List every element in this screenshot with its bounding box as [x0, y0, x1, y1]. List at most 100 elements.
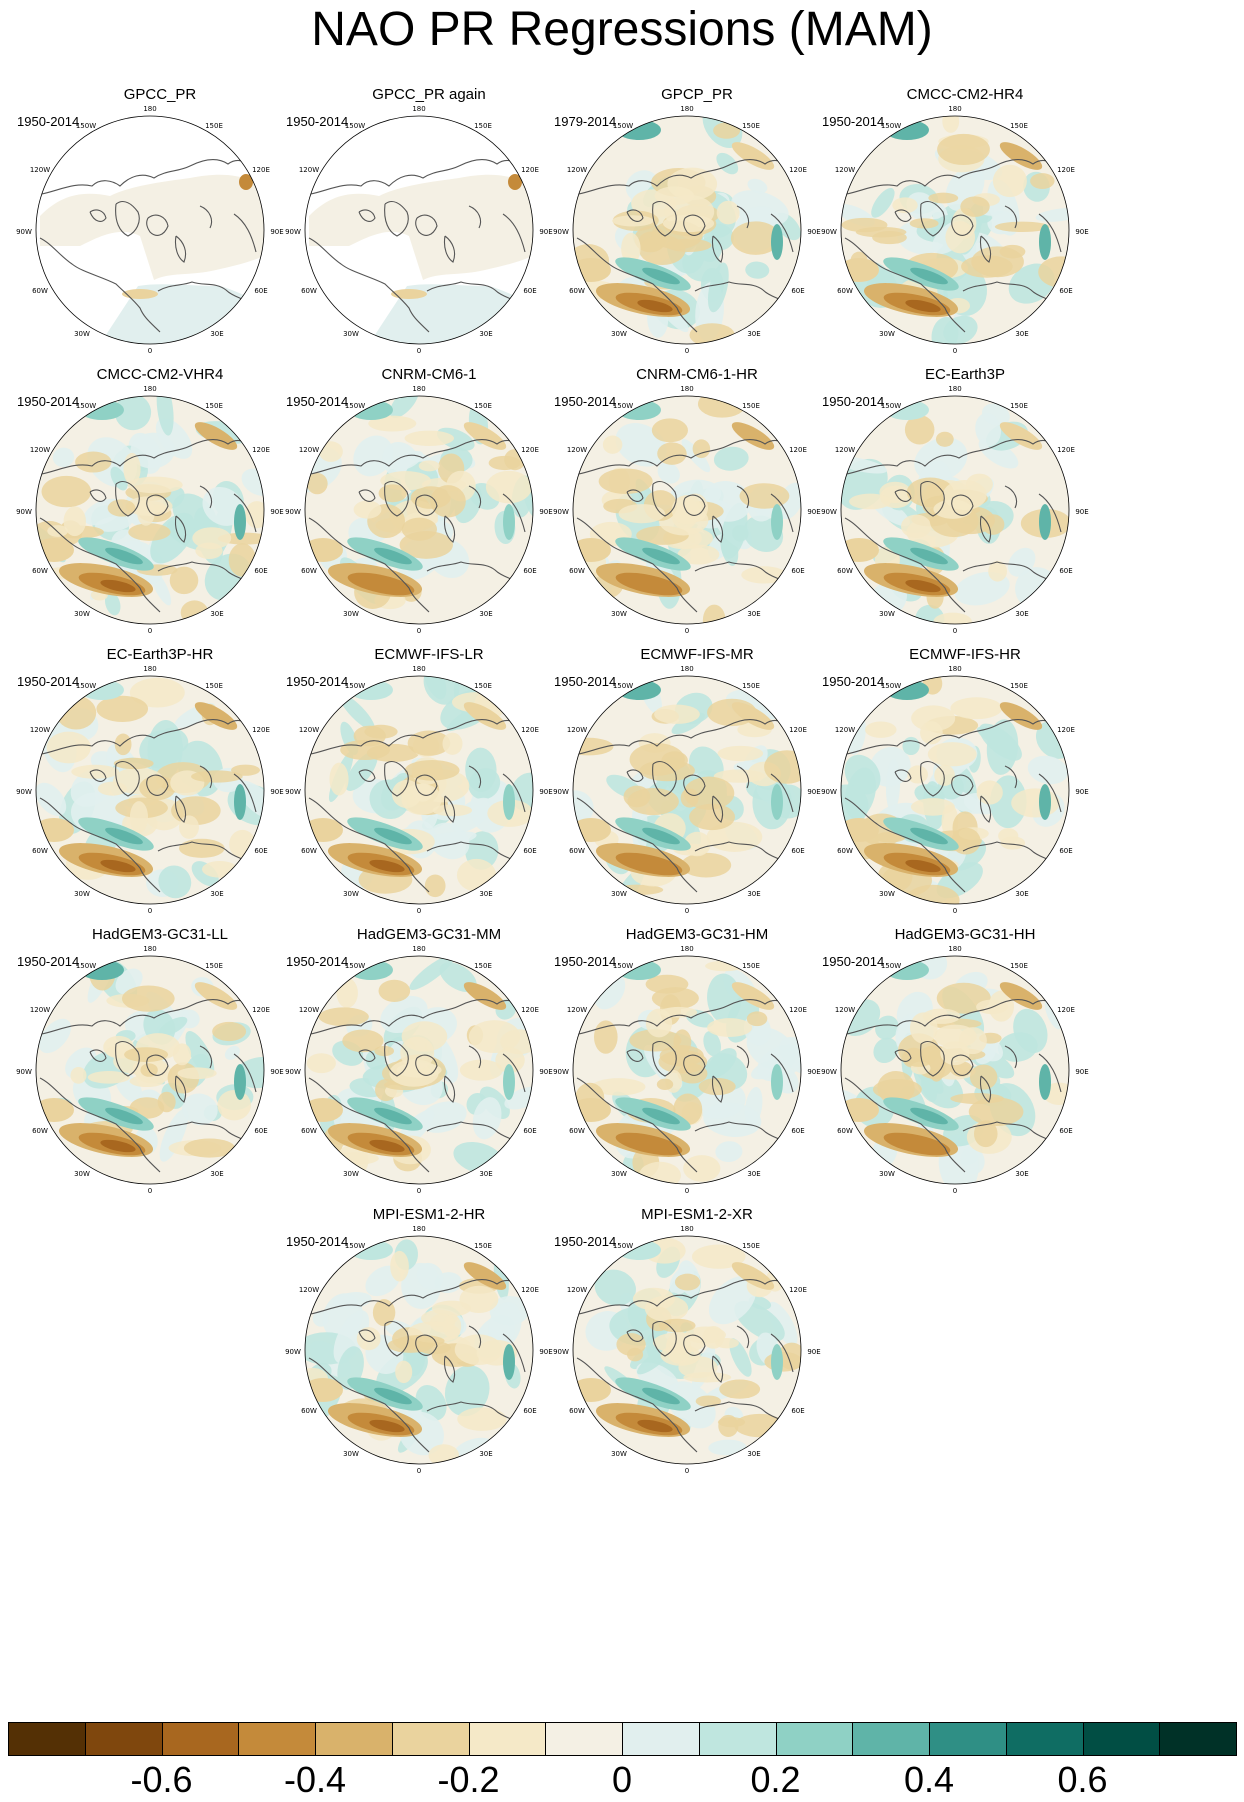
coastline: [146, 1054, 169, 1076]
longitude-label: 150W: [613, 682, 633, 690]
coastline: [39, 517, 161, 613]
coastline: [979, 1075, 992, 1103]
longitude-label: 30W: [611, 610, 627, 618]
anomaly-patch: [906, 477, 954, 508]
anomaly-patch: [378, 979, 411, 1002]
longitude-label: 120E: [1057, 446, 1075, 454]
longitude-label: 150W: [881, 682, 901, 690]
map-border: [35, 115, 265, 345]
colorbar-box: [1159, 1722, 1237, 1756]
negative-anomaly: [615, 1132, 683, 1156]
anomaly-patch: [651, 418, 688, 443]
coastline: [358, 489, 376, 502]
longitude-label: 60E: [791, 287, 804, 295]
longitude-label: 30E: [210, 610, 223, 618]
anomaly-patch: [678, 1356, 718, 1379]
longitude-label: 180: [143, 665, 156, 673]
polar-map: 180 150W 150E 120W 120E 90W 90E 60W 60E 30W 30E 0: [821, 665, 1089, 915]
longitude-label: 120E: [789, 1006, 807, 1014]
longitude-label: 0: [148, 907, 152, 915]
positive-anomaly: [105, 547, 143, 565]
anomaly-patch: [933, 612, 972, 624]
coastline: [41, 158, 253, 195]
anomaly-patch: [368, 415, 417, 432]
colorbar-tick-label: -0.6: [130, 1759, 193, 1800]
coastline: [962, 281, 1062, 309]
anomaly-patch: [873, 1037, 899, 1064]
land-field: [309, 174, 533, 280]
positive-anomaly: [234, 784, 246, 820]
positive-anomaly: [503, 1344, 515, 1380]
coastline: [1038, 1053, 1062, 1093]
longitude-label: 90W: [16, 228, 32, 236]
anomaly-patch: [1011, 788, 1060, 818]
longitude-label: 60E: [523, 287, 536, 295]
coastline: [468, 485, 482, 509]
positive-anomaly: [105, 827, 143, 845]
map-panel: ECMWF-IFS-MR 180 150W 150E 120W 120E 90W 90E 60W…: [547, 646, 847, 966]
anomaly-patch: [892, 197, 918, 214]
coastline: [846, 998, 1058, 1035]
panel-period: 1950-2014: [286, 674, 349, 689]
anomaly-patch: [1027, 755, 1068, 785]
coastline: [844, 237, 966, 333]
anomaly-patch: [973, 1120, 998, 1148]
anomaly-patch: [47, 525, 68, 537]
anomaly-patch: [404, 430, 455, 447]
longitude-label: 30W: [611, 1170, 627, 1178]
longitude-label: 120E: [521, 726, 539, 734]
panel-title: ECMWF-IFS-MR: [640, 646, 754, 663]
negative-anomaly: [122, 289, 158, 299]
panel-title: GPCC_PR: [123, 86, 197, 103]
anomaly-patch: [159, 1108, 189, 1162]
map-panel: ECMWF-IFS-LR 180 150W 150E 120W 120E 90W 90E 60W…: [279, 646, 579, 966]
anomaly-patch: [934, 1024, 977, 1048]
coastline: [443, 1355, 456, 1383]
coastline: [846, 438, 1058, 475]
anomaly-patch: [969, 1064, 998, 1090]
map-border: [840, 675, 1070, 905]
coastline: [770, 1333, 794, 1373]
anomaly-patch: [390, 1250, 409, 1282]
panel-period: 1950-2014: [17, 394, 80, 409]
anomaly-patch: [703, 1030, 722, 1057]
coastline: [233, 213, 257, 253]
anomaly-patch: [451, 797, 493, 833]
longitude-label: 90W: [285, 788, 301, 796]
colorbar: [8, 1722, 1237, 1758]
negative-anomaly: [100, 579, 136, 593]
longitude-label: 150E: [742, 402, 760, 410]
colorbar-tick-label: -0.2: [437, 1759, 500, 1800]
map-border: [304, 955, 534, 1185]
coastline: [502, 1053, 526, 1093]
coastline: [626, 489, 644, 502]
positive-anomaly: [1039, 784, 1051, 820]
anomaly-patch: [158, 865, 192, 899]
anomaly-patch: [872, 231, 907, 245]
negative-anomaly: [100, 859, 136, 873]
anomaly-patch: [129, 801, 148, 834]
map-panel: MPI-ESM1-2-HR 180 150W 150E 120W 120E 90W 90E 60…: [279, 1206, 579, 1526]
coastline: [894, 769, 912, 782]
coastline: [979, 235, 992, 263]
positive-anomaly: [503, 784, 515, 820]
colorbar-box: [1082, 1722, 1161, 1756]
longitude-label: 150W: [76, 682, 96, 690]
map-panel: EC-Earth3P 180 150W 150E 120W 120E 90W 90E 60W 60…: [815, 366, 1115, 686]
longitude-label: 30E: [210, 330, 223, 338]
anomaly-patch: [683, 1155, 721, 1182]
longitude-label: 180: [143, 945, 156, 953]
anomaly-patch: [871, 187, 895, 218]
coastline: [358, 209, 376, 222]
panel-title: GPCP_PR: [661, 86, 733, 103]
negative-anomaly: [239, 174, 253, 190]
polar-map: 180 150W 150E 120W 120E 90W 90E 60W 60E 30W 30E 0: [16, 385, 284, 635]
longitude-label: 60E: [523, 847, 536, 855]
longitude-label: 0: [685, 627, 689, 635]
anomaly-patch: [107, 499, 136, 517]
coastline: [1004, 1045, 1018, 1069]
coastline: [920, 761, 945, 797]
map-border: [572, 1235, 802, 1465]
panel-title: MPI-ESM1-2-HR: [372, 1206, 486, 1223]
coastline: [844, 797, 966, 893]
